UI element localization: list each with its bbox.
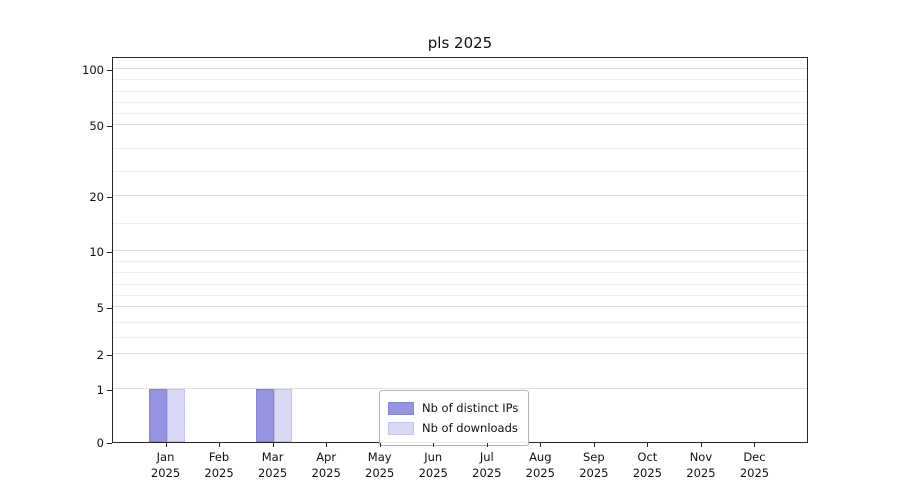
x-tick-year: 2025 [418,466,448,480]
x-tick-label: Oct 2025 [617,449,677,481]
x-tick-year: 2025 [150,466,181,480]
legend-row: Nb of distinct IPs [388,398,518,418]
bar-distinct-ips [255,389,274,442]
minor-gridline [113,337,807,339]
x-tick-label: Jul 2025 [457,449,517,481]
minor-gridline [113,272,807,274]
bar-downloads [166,389,185,442]
x-tick-mark [754,443,756,447]
minor-gridline [113,222,807,224]
y-tick-label: 1 [96,383,104,398]
x-tick-label: Mar 2025 [243,449,303,481]
y-tick-label: 2 [96,347,104,362]
y-tick-mark [107,251,112,253]
x-tick-label: Dec 2025 [724,449,784,481]
y-tick-mark [107,443,112,444]
minor-gridline [113,321,807,323]
plot-area: Nb of distinct IPs Nb of downloads [112,57,808,446]
x-tick-mark [647,443,649,447]
x-tick-month: Nov [689,450,713,464]
major-gridline [113,305,807,307]
x-tick-month: Feb [208,450,230,464]
y-tick-mark [107,307,112,309]
y-tick-mark [107,354,112,356]
minor-gridline [113,90,807,92]
x-tick-label: Sep 2025 [564,449,624,481]
x-tick-mark [219,443,221,447]
legend-label: Nb of downloads [422,421,518,435]
x-tick-mark [486,443,488,447]
x-tick-year: 2025 [365,466,395,480]
y-tick-label: 0 [96,436,104,450]
major-gridline [113,124,807,126]
x-tick-month: Aug [529,450,552,464]
y-tick-label: 20 [89,190,104,205]
minor-gridline [113,112,807,114]
major-gridline [113,353,807,354]
y-tick-mark [107,70,112,72]
x-tick-month: Apr [316,450,337,464]
legend-swatch [388,401,414,415]
x-tick-mark [433,443,435,447]
minor-gridline [113,283,807,285]
y-tick-label: 5 [96,300,104,315]
x-tick-year: 2025 [257,466,288,480]
chart-title: pls 2025 [427,34,493,52]
x-tick-year: 2025 [579,466,609,480]
x-tick-label: Apr 2025 [296,449,356,481]
y-tick-label: 50 [89,119,104,134]
x-tick-month: Mar [261,450,284,464]
x-tick-month: Jun [424,450,443,464]
x-tick-year: 2025 [472,466,502,480]
x-tick-mark [379,443,381,447]
major-gridline [113,195,807,197]
y-tick-label: 100 [82,63,104,78]
x-tick-month: Jan [156,450,175,464]
major-gridline [113,249,807,251]
minor-gridline [113,171,807,173]
y-tick-mark [107,390,112,392]
x-tick-label: Feb 2025 [189,449,249,481]
x-tick-mark [326,443,328,447]
y-tick-label: 10 [89,244,104,259]
x-tick-month: Oct [637,450,658,464]
x-tick-mark [700,443,702,447]
x-tick-year: 2025 [525,466,555,480]
x-tick-year: 2025 [632,466,663,480]
x-tick-month: Sep [583,450,605,464]
minor-gridline [113,101,807,103]
x-tick-label: Aug 2025 [510,449,570,481]
x-tick-mark [165,443,167,447]
x-tick-year: 2025 [739,466,770,480]
x-tick-month: Jul [479,450,494,464]
bar-distinct-ips [148,389,167,442]
minor-gridline [113,294,807,296]
x-tick-mark [272,443,274,447]
legend-row: Nb of downloads [388,418,518,438]
x-tick-year: 2025 [686,466,716,480]
minor-gridline [113,147,807,149]
bar-downloads [273,389,292,442]
x-tick-label: Jun 2025 [403,449,463,481]
x-tick-year: 2025 [311,466,341,480]
minor-gridline [113,79,807,81]
x-tick-label: Nov 2025 [671,449,731,481]
x-tick-mark [540,443,542,447]
x-tick-label: Jan 2025 [136,449,196,481]
legend-swatch [388,421,414,435]
major-gridline [113,388,807,390]
x-tick-mark [593,443,595,447]
legend-label: Nb of distinct IPs [422,401,519,415]
y-tick-mark [107,126,112,128]
minor-gridline [113,261,807,263]
major-gridline [113,68,807,70]
x-tick-label: May 2025 [350,449,410,481]
x-tick-year: 2025 [204,466,234,480]
x-tick-month: May [367,450,392,464]
legend: Nb of distinct IPs Nb of downloads [379,390,530,446]
y-tick-mark [107,197,112,199]
x-tick-month: Dec [743,450,766,464]
